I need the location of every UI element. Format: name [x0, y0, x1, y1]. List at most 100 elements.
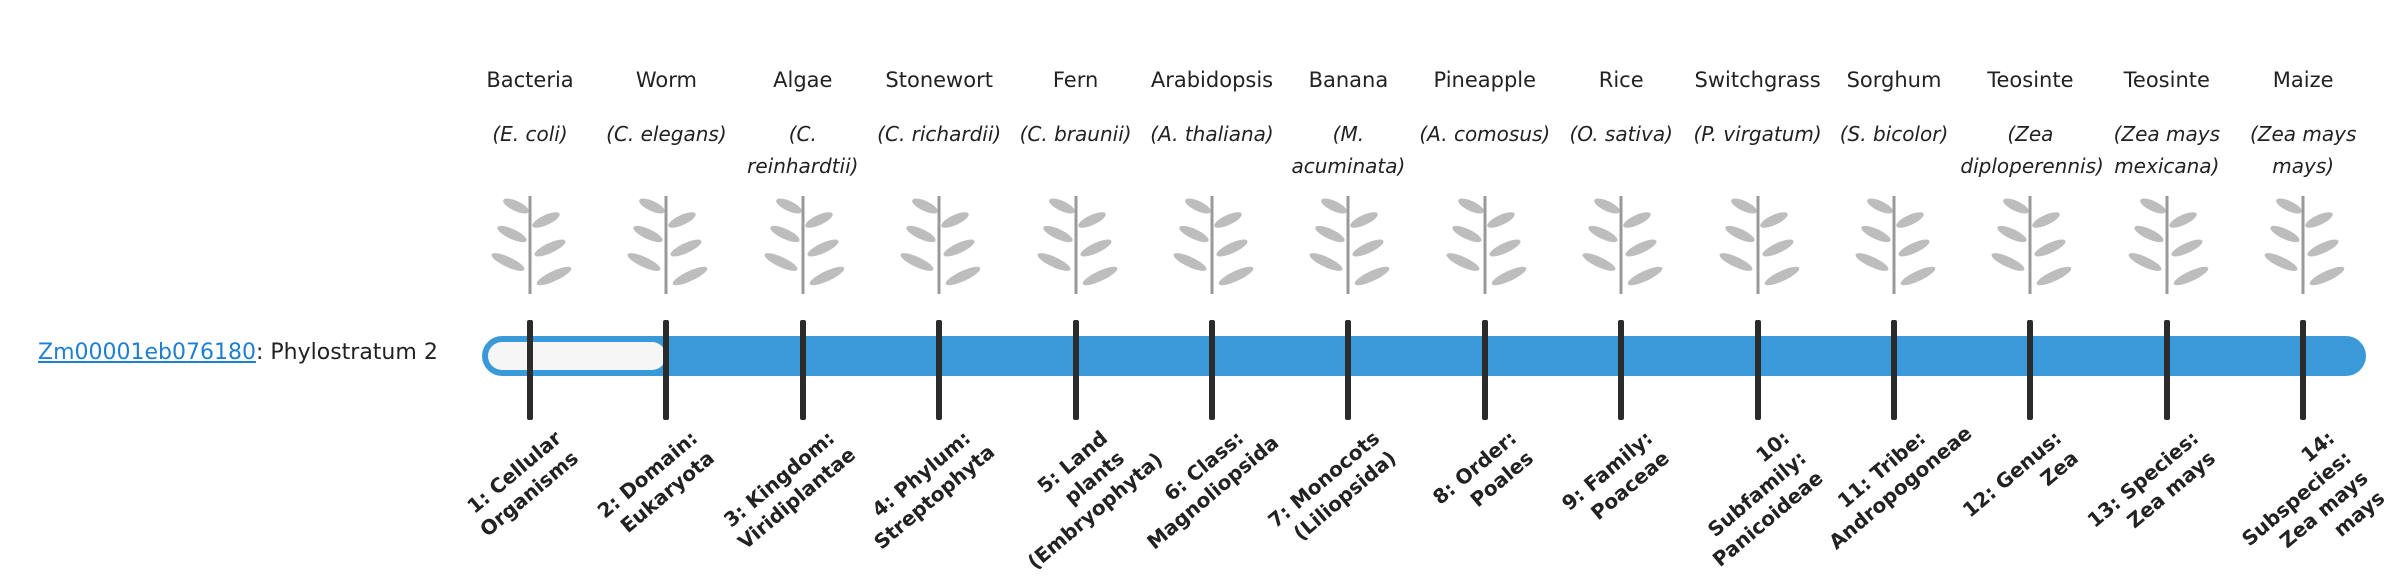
organism-name: Bacteria — [486, 68, 574, 92]
organism-name: Arabidopsis — [1150, 68, 1274, 92]
organism-species: (Zea mays mexicana) — [2113, 122, 2220, 178]
icon-part — [941, 212, 969, 228]
organism-name: Switchgrass — [1694, 68, 1821, 92]
icon-part — [1037, 253, 1071, 271]
icon-part — [1491, 266, 1527, 286]
icon-part — [1309, 253, 1343, 271]
icon-part — [1457, 198, 1484, 214]
icon-part — [534, 239, 566, 257]
icon-part — [1214, 212, 1242, 228]
organism-image — [2264, 196, 2345, 294]
organism-name: Algae — [773, 68, 833, 92]
stratum-tick — [1209, 320, 1215, 420]
icon-part — [943, 239, 975, 257]
organism-species: (C. braunii) — [1019, 122, 1132, 146]
icon-part — [1861, 225, 1891, 243]
icon-part — [1446, 253, 1480, 271]
stratum-tick — [2300, 320, 2307, 420]
stratum-tick — [527, 320, 533, 420]
icon-part — [1077, 212, 1106, 228]
icon-part — [809, 266, 845, 286]
organism-image — [1309, 196, 1390, 294]
icon-part — [2173, 266, 2209, 286]
stratum-label: : Phylostratum — [255, 340, 417, 365]
icon-part — [900, 253, 934, 271]
organism-image — [1719, 196, 1799, 294]
icon-part — [912, 198, 939, 214]
stratum-tick — [663, 320, 670, 420]
organism-name: Teosinte — [1987, 68, 2074, 92]
icon-part — [2307, 239, 2339, 257]
organism-species: (C. reinhardtii) — [747, 122, 859, 178]
icon-part — [1719, 253, 1753, 271]
icon-part — [2139, 198, 2166, 214]
icon-part — [2276, 198, 2303, 214]
organism-image — [764, 196, 845, 294]
icon-part — [1594, 198, 1621, 214]
organism-image — [1991, 196, 2072, 294]
icon-part — [2309, 266, 2345, 286]
icon-part — [1867, 198, 1893, 214]
stratum-level: 6: Class: Magnoliopsida — [1142, 425, 1284, 555]
icon-part — [1625, 239, 1657, 257]
icon-part — [2032, 212, 2061, 228]
icon-part — [1724, 225, 1755, 243]
stratum-level: 7: Monocots (Liliopsida) — [1263, 425, 1402, 546]
stratum-level: 3: Kingdom: Viridiplantae — [718, 425, 860, 555]
stratum-level: 8: Order: Poales — [1427, 425, 1538, 512]
stratum-value: 2 — [423, 340, 438, 365]
organism-image — [1446, 196, 1527, 294]
icon-part — [770, 225, 800, 243]
icon-part — [1855, 253, 1889, 271]
organism-image — [900, 196, 981, 294]
icon-part — [2270, 225, 2300, 243]
organism-species: (M. acuminata) — [1291, 122, 1406, 178]
organism-name: Teosinte — [2123, 68, 2210, 92]
icon-part — [639, 198, 666, 214]
icon-part — [1900, 266, 1936, 286]
stratum-tick — [1481, 320, 1488, 420]
organism-species: (A. comosus) — [1419, 122, 1551, 146]
icon-part — [1762, 239, 1794, 257]
icon-part — [668, 212, 697, 228]
icon-part — [1627, 266, 1663, 286]
icon-part — [2134, 225, 2164, 243]
icon-part — [1898, 239, 1930, 257]
icon-part — [1759, 212, 1788, 228]
organism-name: Banana — [1308, 68, 1389, 92]
icon-part — [1991, 253, 2025, 271]
icon-part — [627, 253, 661, 271]
icon-part — [497, 225, 527, 243]
organism-species: (E. coli) — [492, 122, 568, 146]
stratum-level: 14: Subspecies: Zea mays mays — [2237, 425, 2390, 553]
icon-part — [1218, 266, 1254, 286]
stratum-tick — [1754, 320, 1761, 420]
stratum-tick — [2163, 320, 2170, 420]
icon-part — [906, 225, 936, 243]
icon-part — [805, 212, 833, 228]
icon-part — [536, 266, 572, 286]
icon-part — [1487, 212, 1515, 228]
icon-part — [1452, 225, 1482, 243]
gene-link[interactable]: Zm00001eb076180 — [38, 340, 256, 365]
icon-part — [1216, 239, 1248, 257]
organism-image — [1173, 196, 1254, 294]
stratum-level: 13: Species: Zea mays — [2082, 425, 2220, 533]
organism-name: Rice — [1598, 68, 1644, 92]
stratum-level: 2: Domain: Eukaryota — [593, 425, 720, 538]
icon-part — [1489, 239, 1521, 257]
icon-part — [491, 253, 525, 271]
icon-part — [1352, 239, 1384, 257]
organism-species: (P. virgatum) — [1693, 122, 1822, 146]
icon-part — [2171, 239, 2203, 257]
stratum-tick — [799, 320, 806, 420]
organism-name: Worm — [635, 68, 697, 92]
timeline-track — [482, 336, 2366, 376]
icon-part — [1321, 198, 1348, 214]
organism-species: (C. elegans) — [606, 122, 727, 146]
icon-part — [2169, 212, 2197, 228]
stratum-level: 4: Phylum: Streptophyta — [867, 425, 1000, 555]
icon-part — [1350, 212, 1379, 228]
icon-part — [1179, 225, 1209, 243]
